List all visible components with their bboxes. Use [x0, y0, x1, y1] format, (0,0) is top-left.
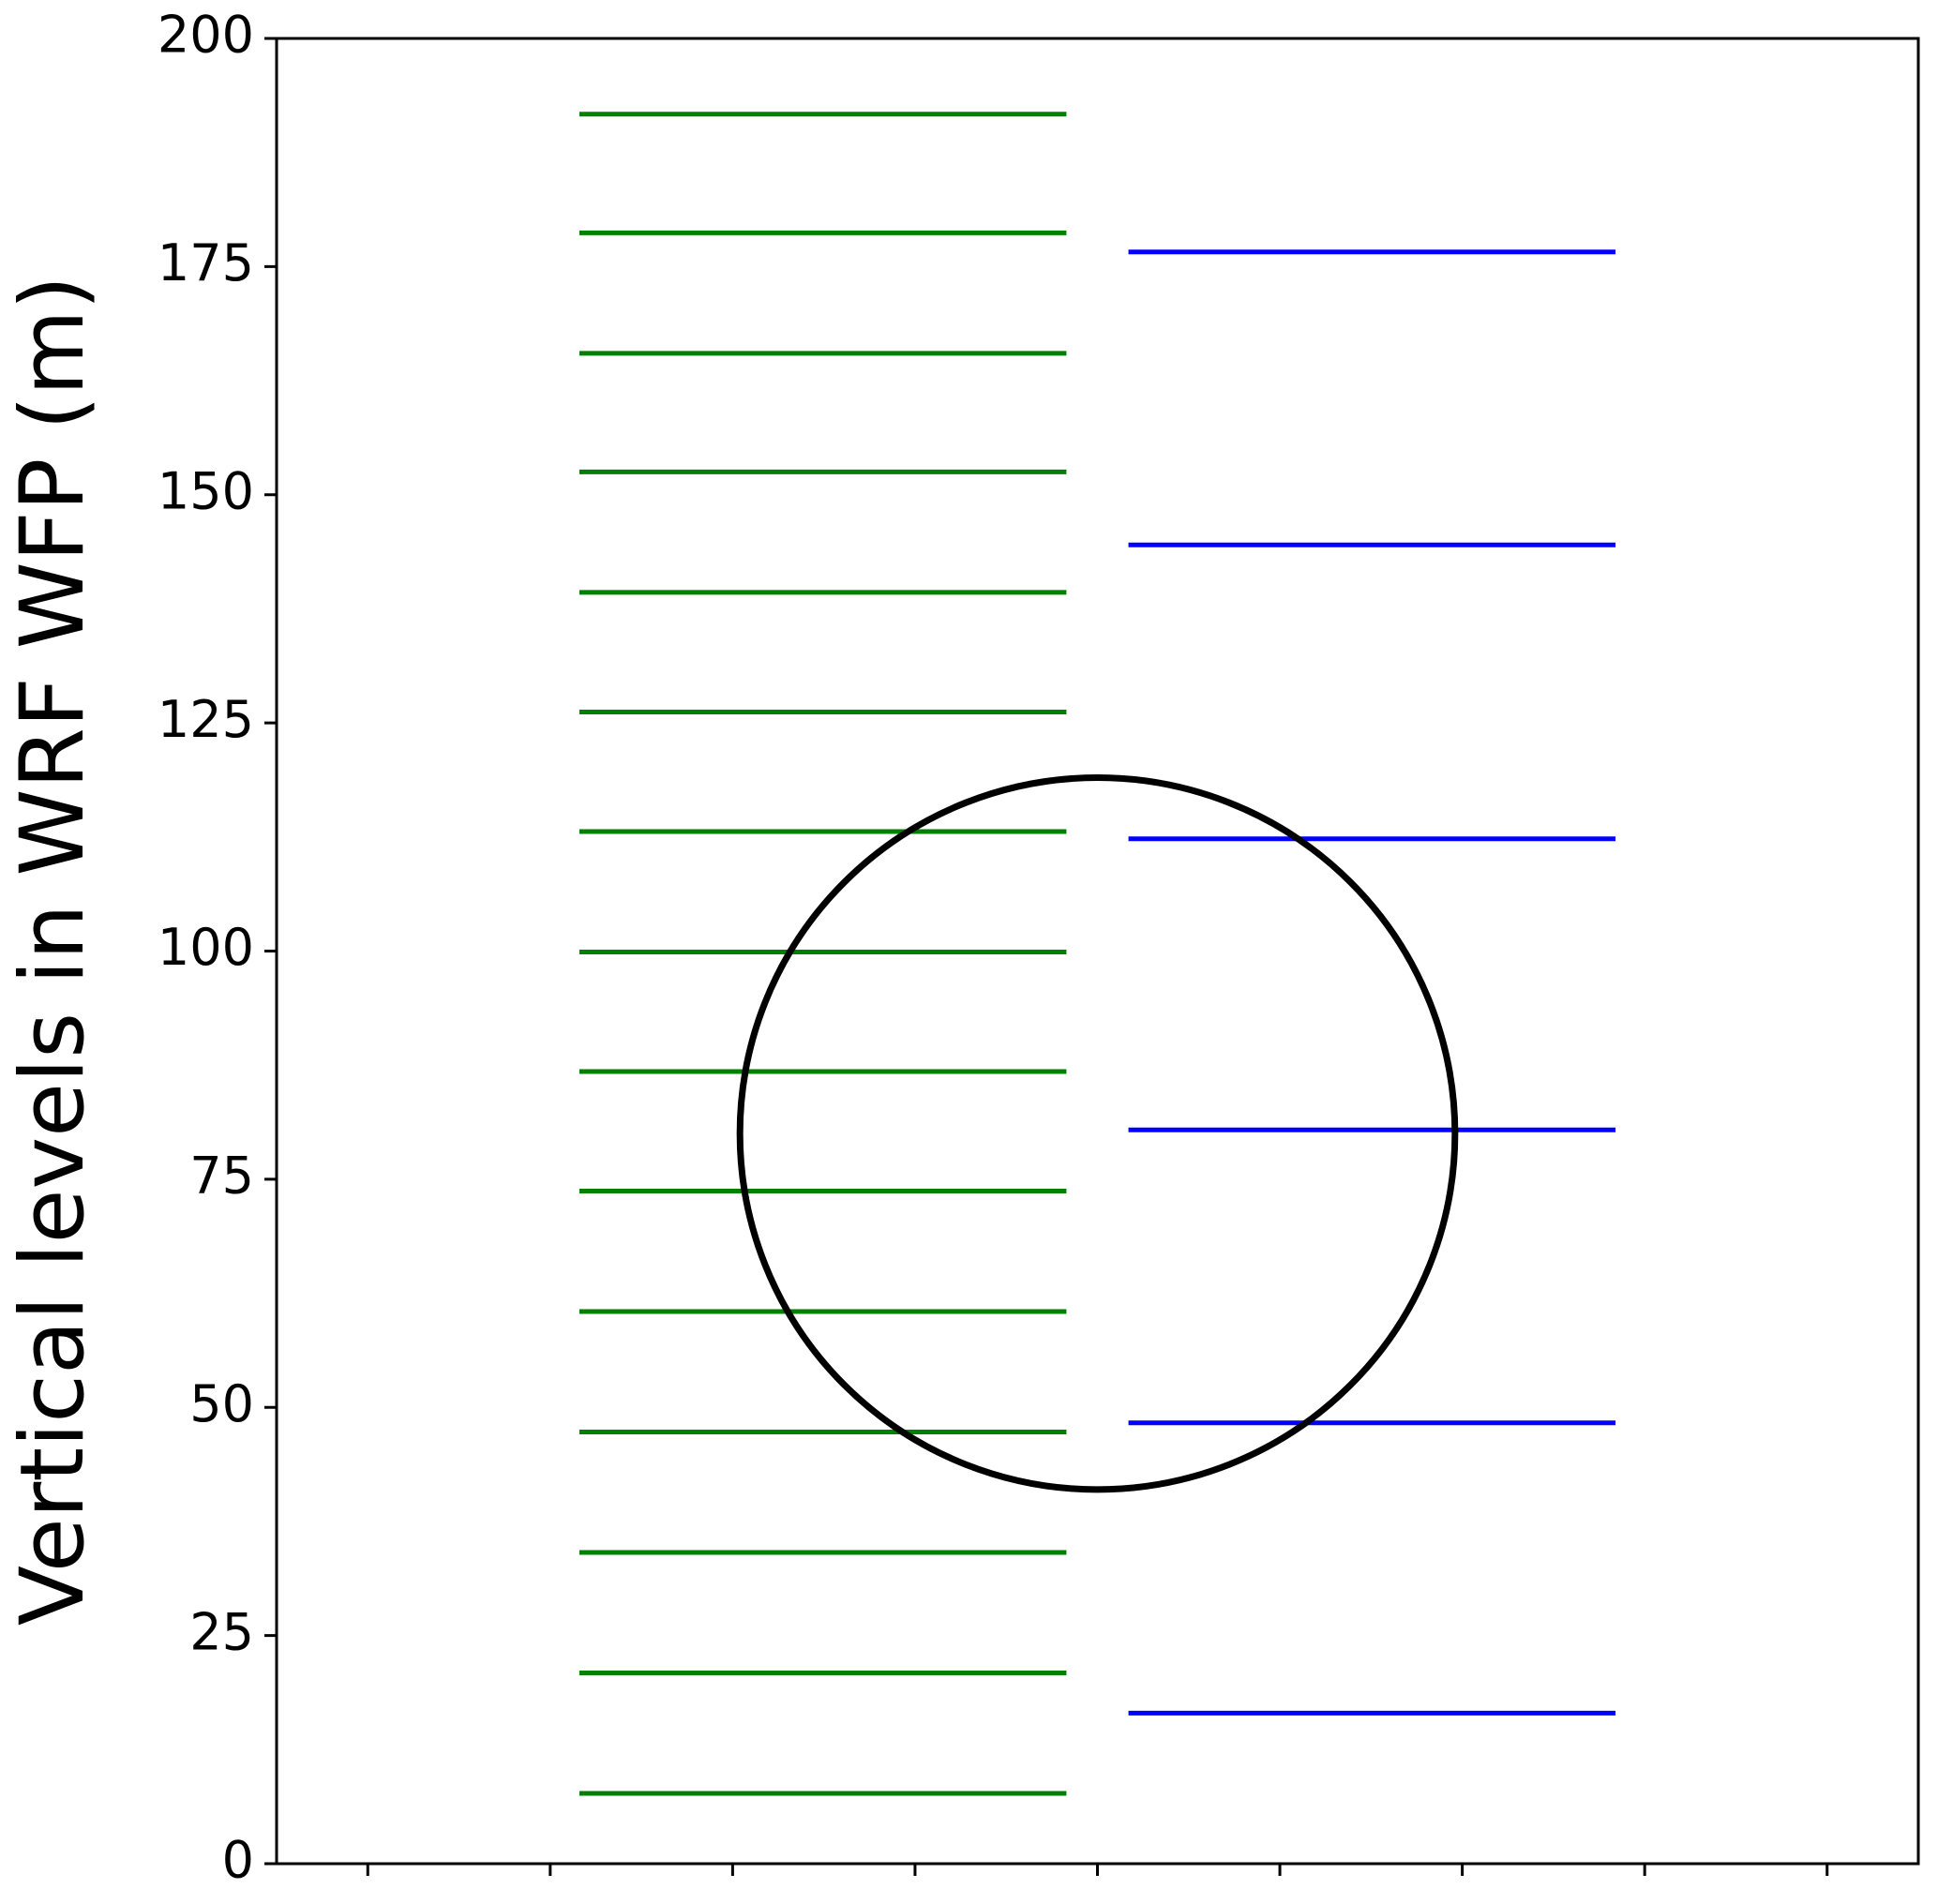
y-tick-label: 0	[222, 1831, 254, 1890]
y-tick-label: 100	[158, 918, 254, 977]
plot-frame	[275, 37, 1920, 1866]
y-tick-label: 50	[189, 1374, 254, 1433]
y-tick-label: 125	[158, 690, 254, 749]
y-tick-label: 75	[189, 1147, 254, 1206]
y-axis-label: Vertical levels in WRF WFP (m)	[2, 276, 104, 1626]
y-tick-label: 25	[189, 1602, 254, 1661]
circle-annotation	[736, 774, 1459, 1493]
y-tick-label: 200	[158, 6, 254, 65]
y-tick-label: 175	[158, 233, 254, 292]
y-tick-label: 150	[158, 461, 254, 520]
